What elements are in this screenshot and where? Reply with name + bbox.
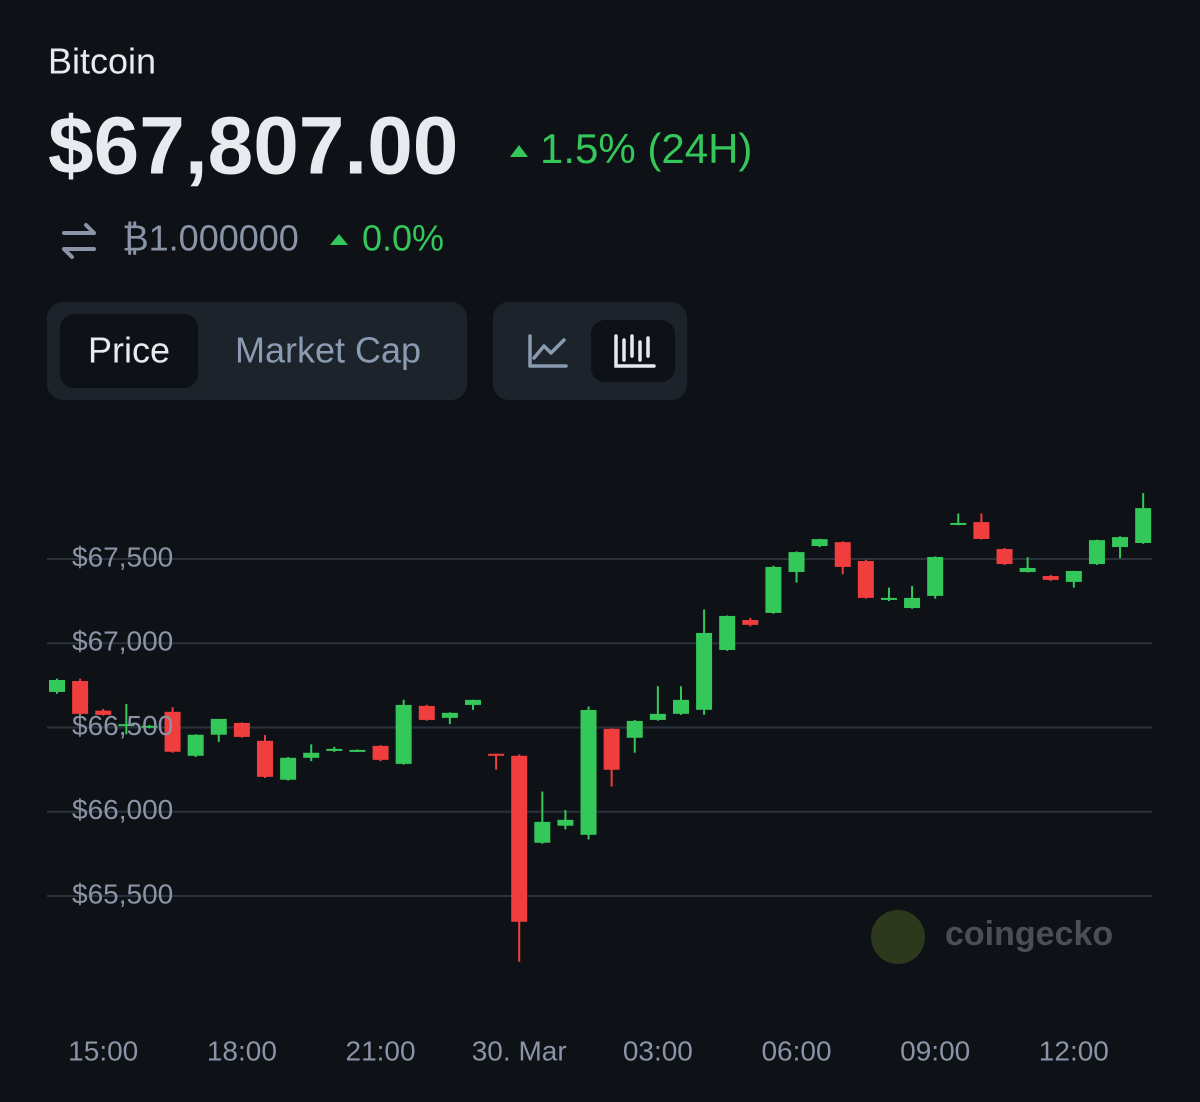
x-tick-label: 12:00 bbox=[1039, 1035, 1109, 1066]
price: $67,807.00 bbox=[48, 101, 458, 192]
candle-body bbox=[765, 566, 782, 613]
x-tick-label: 03:00 bbox=[623, 1035, 693, 1066]
candle-body bbox=[534, 821, 551, 843]
asset-name: Bitcoin bbox=[48, 41, 156, 82]
candle-body bbox=[626, 720, 643, 738]
candle-body bbox=[187, 734, 204, 756]
candle-body bbox=[349, 749, 366, 752]
candle-body bbox=[395, 704, 412, 764]
tab[interactable]: Market Cap bbox=[235, 330, 421, 371]
candle-body bbox=[649, 713, 666, 720]
candle-body bbox=[233, 722, 250, 737]
watermark-logo bbox=[871, 910, 925, 964]
y-tick-label: $67,000 bbox=[72, 626, 173, 657]
candle-body bbox=[441, 712, 458, 718]
candle-body bbox=[603, 728, 620, 770]
x-tick-label: 06:00 bbox=[761, 1035, 831, 1066]
candle-body bbox=[904, 597, 921, 609]
candle-body bbox=[511, 755, 528, 922]
candle-body bbox=[164, 711, 181, 752]
candle-body bbox=[372, 745, 389, 760]
up-arrow bbox=[510, 145, 528, 157]
y-tick-label: $67,500 bbox=[72, 541, 173, 572]
candle-body bbox=[557, 819, 574, 826]
y-tick-label: $66,500 bbox=[72, 710, 173, 741]
candle-body bbox=[1019, 567, 1036, 572]
tab-active[interactable] bbox=[60, 314, 198, 388]
candle-body bbox=[1135, 508, 1152, 543]
candle-body bbox=[973, 522, 990, 539]
candle-body bbox=[1042, 576, 1059, 580]
candle-body bbox=[788, 552, 805, 572]
candle-body bbox=[1112, 537, 1129, 548]
candle-body bbox=[950, 522, 967, 525]
y-tick-label: $65,500 bbox=[72, 878, 173, 909]
candle-body bbox=[303, 752, 320, 758]
candle-body bbox=[927, 556, 944, 596]
line-chart-button[interactable] bbox=[528, 334, 568, 368]
candle-body bbox=[141, 725, 158, 728]
candle-body bbox=[280, 757, 297, 780]
candle-body bbox=[210, 718, 227, 735]
candle-body bbox=[719, 615, 736, 650]
candle-body bbox=[418, 705, 435, 720]
btc-change: 0.0% bbox=[362, 218, 444, 259]
x-tick-label: 30. Mar bbox=[472, 1035, 567, 1066]
change-24h: 1.5% (24H) bbox=[540, 125, 752, 172]
candle-body bbox=[256, 740, 273, 777]
btc-price: ₿1.000000 bbox=[122, 218, 299, 259]
candle-body bbox=[488, 753, 505, 756]
candle-body bbox=[811, 539, 828, 547]
x-tick-label: 15:00 bbox=[68, 1035, 138, 1066]
candle-body bbox=[996, 549, 1013, 565]
candle-body bbox=[672, 699, 689, 714]
candle-body bbox=[464, 699, 481, 705]
candle-body bbox=[49, 679, 66, 692]
candle-body bbox=[95, 710, 112, 715]
swap-icon bbox=[62, 223, 96, 259]
watermark: coingecko bbox=[945, 915, 1113, 953]
up-arrow bbox=[330, 234, 348, 245]
y-tick-label: $66,000 bbox=[72, 794, 173, 825]
x-tick-label: 18:00 bbox=[207, 1035, 277, 1066]
candle-body bbox=[580, 709, 597, 835]
candle-body bbox=[742, 619, 759, 625]
candle-body bbox=[857, 561, 874, 598]
candle-body bbox=[834, 542, 851, 567]
candle-body bbox=[880, 597, 897, 600]
candle-body bbox=[326, 748, 343, 751]
candle-body bbox=[72, 680, 89, 714]
candle-body bbox=[118, 724, 135, 727]
candle-body bbox=[1088, 540, 1105, 565]
x-tick-label: 21:00 bbox=[346, 1035, 416, 1066]
x-tick-label: 09:00 bbox=[900, 1035, 970, 1066]
candle-body bbox=[696, 632, 713, 710]
candle-body bbox=[1065, 570, 1082, 582]
tab[interactable]: Price bbox=[88, 330, 170, 371]
candle-icon bbox=[614, 334, 656, 368]
